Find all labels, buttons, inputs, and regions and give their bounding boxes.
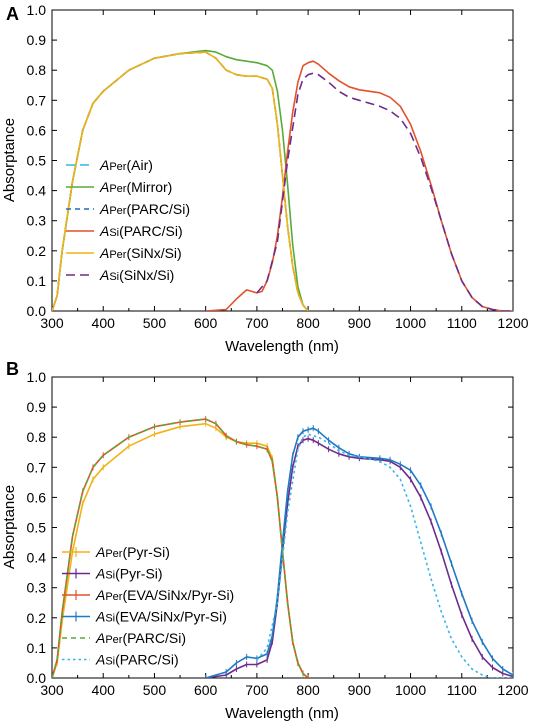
x-tick-label: 1200 — [497, 315, 528, 331]
x-tick-label: 800 — [296, 682, 320, 698]
x-tick-label: 1100 — [447, 682, 477, 698]
y-tick-label: 0.7 — [27, 92, 47, 108]
legend-label: APer(SiNx/Si) — [99, 245, 182, 261]
x-tick-label: 900 — [348, 315, 372, 331]
y-tick-label: 0.8 — [27, 429, 47, 445]
series-line-1 — [205, 437, 513, 678]
x-tick-label: 300 — [40, 682, 64, 698]
panel-b-series-group — [52, 416, 513, 678]
panel-b-label: B — [6, 359, 19, 379]
legend-label: ASi(Pyr-Si) — [95, 566, 163, 582]
panel-a-series-group — [52, 49, 513, 311]
x-tick-label: 1200 — [497, 682, 528, 698]
y-tick-label: 1.0 — [27, 369, 47, 385]
x-tick-label: 1000 — [395, 315, 426, 331]
panel-a-legend: APer(Air) APer(Mirror) APer(PARC/Si) ASi(PA… — [66, 157, 190, 283]
y-tick-label: 0.1 — [27, 640, 47, 656]
series-line-3 — [205, 427, 513, 678]
legend-label: ASi(SiNx/Si) — [99, 267, 174, 283]
x-tick-label: 300 — [40, 315, 64, 331]
x-tick-label: 600 — [194, 315, 218, 331]
panel-b-x-axis-label: Wavelength (nm) — [225, 705, 339, 722]
y-tick-label: 0.9 — [27, 399, 47, 415]
panel-b-plot-frame — [51, 376, 514, 679]
panel-a-y-axis-label: Absorptance — [1, 118, 18, 202]
legend-label: ASi(PARC/Si) — [95, 652, 179, 668]
x-tick-label: 1000 — [395, 682, 426, 698]
y-tick-label: 0.2 — [27, 243, 47, 259]
y-tick-label: 0.6 — [27, 489, 47, 505]
panel-a-x-ticks: 300 400 500 600 700 800 900 1000 1100 1200 — [40, 10, 529, 331]
x-tick-label: 500 — [143, 315, 167, 331]
y-tick-label: 0.3 — [27, 213, 47, 229]
panel-b-legend: APer(Pyr-Si) ASi(Pyr-Si) APer(EVA/SiNx/Pyr… — [62, 544, 234, 668]
legend-label: APer(Pyr-Si) — [95, 544, 170, 560]
legend-label: APer(Air) — [99, 157, 153, 173]
series-line-3 — [205, 60, 513, 311]
x-tick-label: 700 — [245, 315, 269, 331]
x-tick-label: 700 — [245, 682, 269, 698]
panel-b-y-axis-label: Absorptance — [1, 485, 18, 569]
y-tick-label: 0.5 — [27, 520, 47, 536]
y-tick-label: 0.9 — [27, 32, 47, 48]
series-line-5 — [256, 72, 513, 311]
y-tick-label: 0.0 — [27, 303, 47, 319]
y-tick-label: 0.4 — [27, 550, 47, 566]
series-line-4 — [52, 418, 309, 678]
panel-b-y-ticks: 0.0 0.1 0.2 0.3 0.4 0.5 0.6 0.7 0.8 0.9 1.0 — [27, 369, 513, 686]
x-tick-label: 1100 — [447, 315, 477, 331]
series-line-4 — [52, 51, 309, 311]
panel-b-x-ticks: 300 400 500 600 700 800 900 1000 1100 1200 — [40, 377, 529, 698]
x-tick-label: 400 — [92, 315, 116, 331]
y-tick-label: 0.2 — [27, 610, 47, 626]
x-tick-label: 800 — [296, 315, 320, 331]
y-tick-label: 0.4 — [27, 183, 47, 199]
panel-a: A 300 400 500 600 700 800 900 1000 1100 1200 0.00… — [1, 2, 529, 355]
y-tick-label: 0.5 — [27, 153, 47, 169]
x-tick-label: 400 — [92, 682, 116, 698]
y-tick-label: 0.3 — [27, 580, 47, 596]
y-tick-label: 0.6 — [27, 122, 47, 138]
legend-label: APer(PARC/Si) — [95, 630, 186, 646]
y-tick-label: 0.8 — [27, 62, 47, 78]
legend-label: APer(Mirror) — [99, 179, 172, 195]
panel-a-y-ticks: 0.0 0.1 0.2 0.3 0.4 0.5 0.6 0.7 0.8 0.9 1.0 — [27, 2, 513, 319]
legend-label: APer(EVA/SiNx/Pyr-Si) — [95, 587, 234, 603]
y-tick-label: 0.7 — [27, 459, 47, 475]
panel-a-label: A — [6, 4, 19, 24]
y-tick-label: 0.1 — [27, 273, 47, 289]
legend-label: ASi(EVA/SiNx/Pyr-Si) — [95, 609, 227, 625]
x-tick-label: 600 — [194, 682, 218, 698]
x-tick-label: 500 — [143, 682, 167, 698]
y-tick-label: 1.0 — [27, 2, 47, 18]
panel-b: B 300 400 500 600 700 800 900 1000 1100 1200 0.00… — [1, 359, 529, 722]
y-tick-label: 0.0 — [27, 670, 47, 686]
panel-a-x-axis-label: Wavelength (nm) — [225, 338, 339, 355]
legend-label: ASi(PARC/Si) — [99, 223, 183, 239]
legend-label: APer(PARC/Si) — [99, 201, 190, 217]
series-line-5 — [256, 433, 513, 678]
x-tick-label: 900 — [348, 682, 372, 698]
